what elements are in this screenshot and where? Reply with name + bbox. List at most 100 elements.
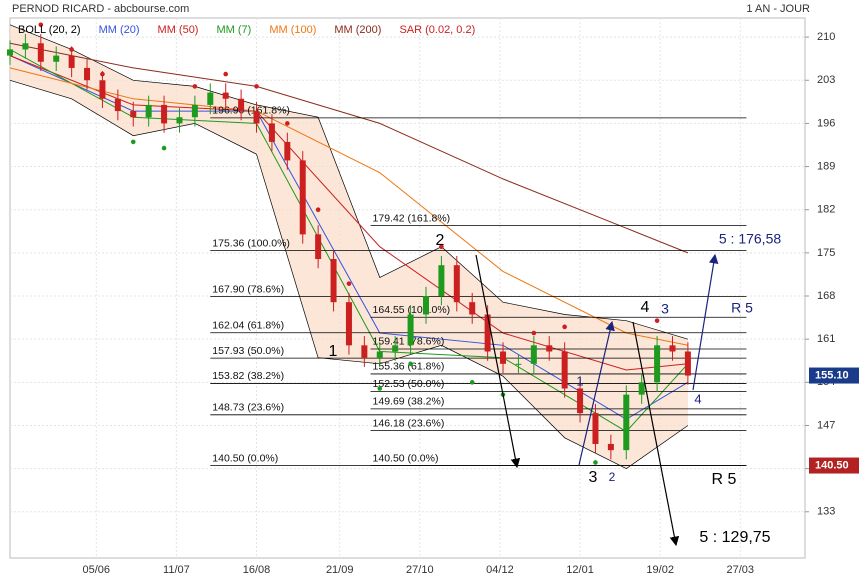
annotation: 1: [329, 343, 338, 360]
price-tag-label: 155.10: [815, 369, 849, 381]
legend-entry: SAR (0.02, 0.2): [399, 24, 475, 36]
y-tick-label: 189: [817, 160, 835, 172]
candle-body: [515, 363, 522, 365]
x-tick-label: 11/07: [163, 564, 190, 576]
sar-dot: [285, 121, 290, 126]
legend-entry: MM (20): [99, 24, 140, 36]
fib-label: 140.50 (0.0%): [212, 452, 278, 464]
bollinger-band: [9, 79, 689, 470]
annotation: 1: [576, 373, 583, 388]
candle-body: [7, 49, 13, 56]
candle-body: [684, 351, 691, 376]
annotation: 4: [694, 391, 701, 406]
candle-body: [330, 259, 337, 303]
sar-dot: [439, 244, 444, 249]
x-tick-label: 27/03: [727, 564, 755, 576]
sar-dot: [469, 380, 475, 385]
annotation: 5 : 176,58: [719, 231, 781, 247]
candle-body: [530, 345, 537, 364]
x-tick-label: 04/12: [486, 564, 514, 576]
x-tick-label: 05/06: [83, 564, 111, 576]
sar-dot: [100, 71, 105, 77]
candle-body: [84, 67, 91, 81]
y-tick-label: 161: [817, 333, 835, 345]
annotation: 3: [661, 301, 669, 317]
fib-label: 146.18 (23.6%): [373, 417, 445, 429]
fib-label: 167.90 (78.6%): [212, 283, 284, 295]
y-tick-label: 175: [817, 247, 835, 259]
legend-entry: MM (100): [269, 24, 316, 36]
legend-entry: MM (7): [216, 24, 251, 36]
arrow: [475, 254, 521, 469]
x-tick-label: 16/08: [243, 564, 271, 576]
arrow: [632, 321, 680, 547]
sar-dot: [654, 318, 660, 323]
y-tick-label: 196: [817, 117, 835, 129]
annotation: 2: [436, 232, 445, 249]
candle-body: [53, 55, 60, 62]
moving-average: [9, 42, 689, 254]
sar-dot: [130, 139, 136, 145]
fib-label: 157.93 (50.0%): [212, 345, 284, 357]
legend-entry: MM (50): [158, 24, 199, 36]
sar-dot: [408, 361, 413, 367]
fib-label: 148.73 (23.6%): [212, 402, 284, 414]
candle-body: [114, 98, 121, 112]
fib-label: 162.04 (61.8%): [212, 320, 284, 332]
sar-dot: [254, 84, 259, 89]
annotation: 5 : 129,75: [699, 529, 770, 546]
sar-dot: [315, 207, 321, 213]
candle-body: [577, 388, 584, 414]
candle-body: [438, 265, 445, 297]
price-tag-label: 140.50: [815, 459, 849, 471]
annotation: 4: [641, 299, 650, 316]
x-tick-label: 19/02: [646, 564, 674, 576]
candle-body: [68, 55, 75, 68]
candle-body: [37, 43, 44, 62]
sar-dot: [223, 71, 228, 77]
candle-body: [607, 443, 614, 451]
candle-body: [546, 345, 553, 352]
candle-body: [453, 265, 460, 303]
candle-body: [392, 345, 399, 352]
candle-body: [361, 345, 368, 358]
candle-body: [638, 382, 645, 395]
candle-body: [176, 117, 183, 124]
y-tick-label: 168: [817, 290, 835, 302]
y-tick-label: 182: [817, 204, 835, 216]
sar-dot: [38, 22, 44, 28]
candle-body: [145, 104, 152, 118]
sar-dot: [623, 429, 629, 434]
candle-body: [161, 104, 168, 124]
candle-body: [130, 111, 137, 118]
arrow: [578, 320, 615, 466]
sar-dot: [593, 460, 598, 465]
fib-label: 179.42 (161.8%): [373, 212, 451, 224]
candle-body: [268, 123, 275, 142]
candle-body: [654, 345, 661, 383]
fib-label: 153.82 (38.2%): [212, 370, 284, 382]
fib-label: 164.55 (100.0%): [373, 304, 451, 316]
candle-body: [253, 111, 260, 124]
y-tick-label: 133: [817, 506, 835, 518]
candle-body: [222, 92, 229, 99]
x-tick-label: 12/01: [566, 564, 594, 576]
candle-body: [407, 314, 414, 346]
sar-dot: [69, 47, 74, 52]
fib-label: 149.69 (38.2%): [373, 396, 445, 408]
bollinger-band: [9, 24, 689, 340]
sar-dot: [161, 145, 167, 151]
annotation: 3: [589, 469, 598, 486]
candle-body: [592, 413, 599, 444]
candle-body: [284, 141, 291, 161]
period: 1 AN - JOUR: [746, 3, 810, 15]
sar-dot: [192, 84, 198, 89]
x-tick-label: 21/09: [326, 564, 354, 576]
sar-dot: [346, 281, 352, 286]
annotation: R 5: [712, 471, 737, 488]
y-tick-label: 147: [817, 419, 835, 431]
sar-dot: [377, 386, 383, 391]
candle-body: [376, 351, 383, 358]
candle-body: [99, 80, 106, 99]
